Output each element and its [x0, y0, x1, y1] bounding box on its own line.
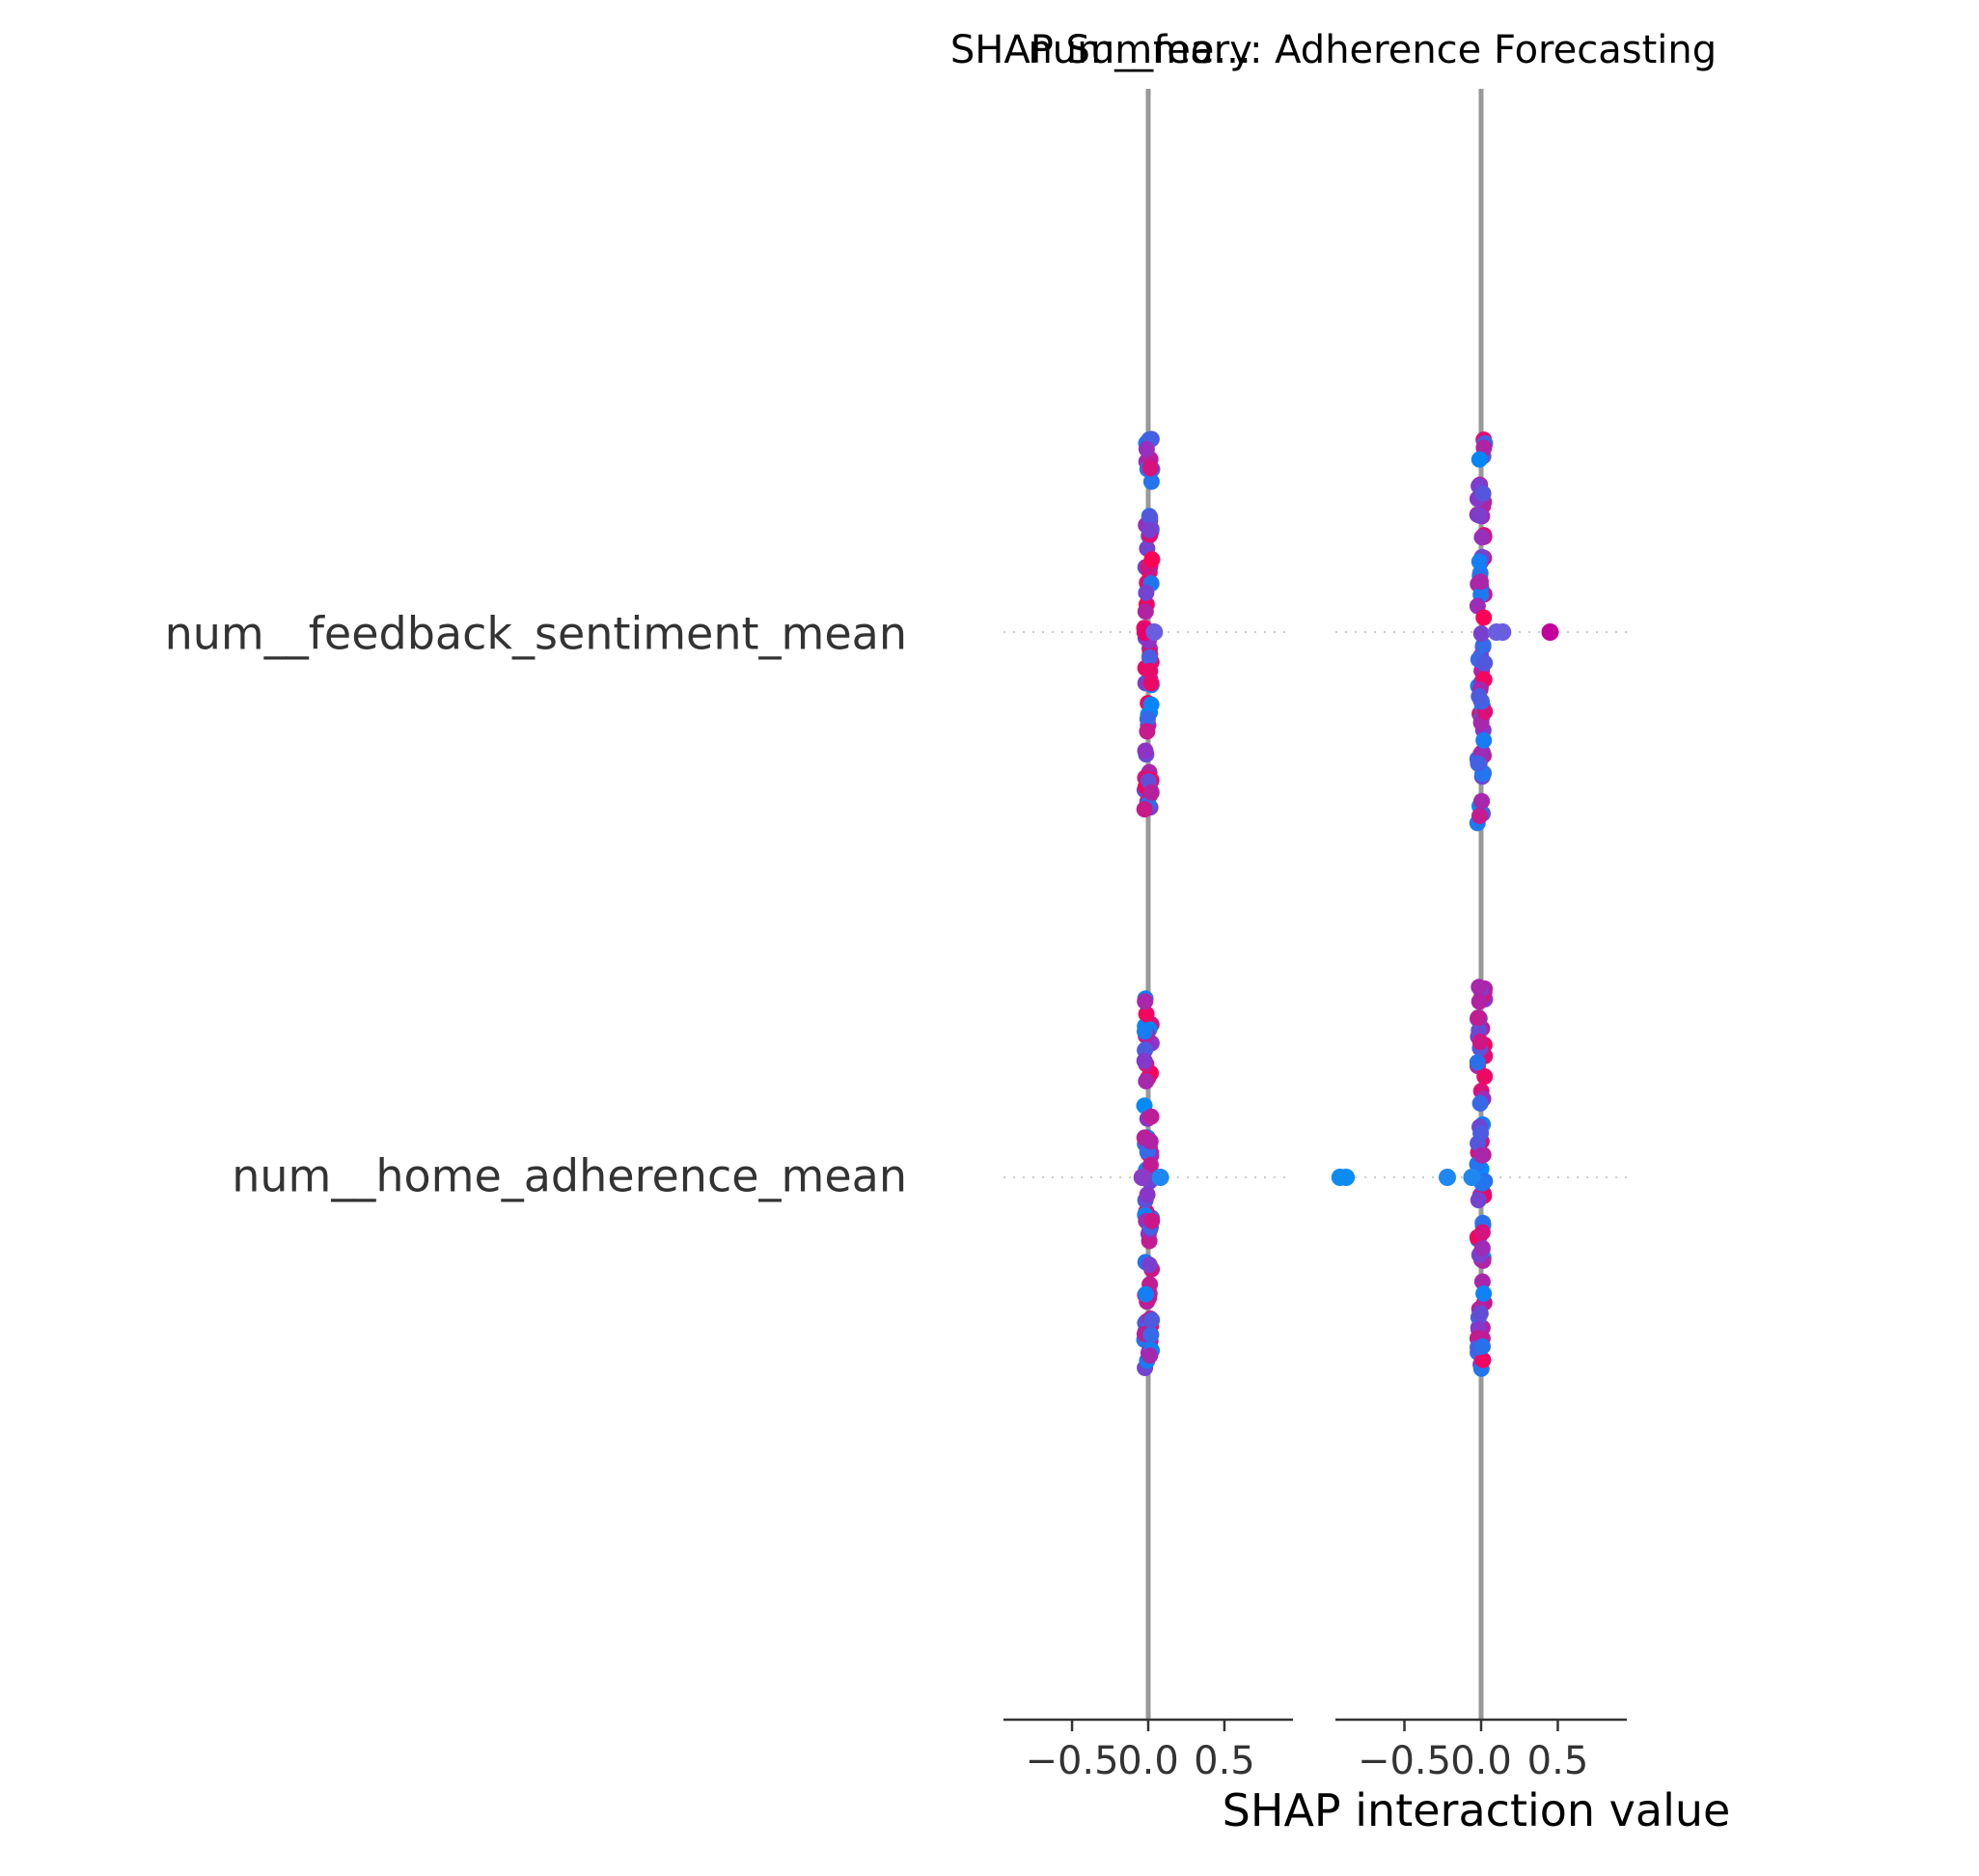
- shap-point: [1137, 993, 1154, 1010]
- shap-point: [1141, 509, 1159, 526]
- shap-outlier-point: [1337, 1169, 1356, 1186]
- shap-point: [1142, 473, 1160, 490]
- shap-point: [1473, 1273, 1491, 1290]
- shap-point: [1471, 1305, 1489, 1322]
- shap-point: [1141, 662, 1159, 679]
- shap-point: [1137, 1023, 1153, 1040]
- shap-outlier-point: [1439, 1169, 1456, 1186]
- shap-outlier-point: [1541, 623, 1559, 641]
- shap-point: [1142, 1156, 1159, 1173]
- shap-point: [1471, 688, 1488, 705]
- shap-point: [1141, 1347, 1159, 1365]
- zero-lines: [1145, 89, 1484, 1720]
- shap-point: [1471, 1034, 1489, 1051]
- shap-outlier-point: [1145, 623, 1164, 641]
- shap-point: [1473, 1224, 1491, 1241]
- shap-point: [1471, 553, 1488, 570]
- shap-point: [1473, 1146, 1491, 1164]
- shap-point: [1472, 1124, 1490, 1142]
- shap-point: [1143, 1311, 1161, 1329]
- shap-outlier-point: [1151, 1169, 1169, 1186]
- shap-outlier-point: [1463, 1169, 1481, 1186]
- shap-point: [1139, 710, 1156, 728]
- shap-points: [1133, 430, 1559, 1377]
- shap-point: [1475, 609, 1493, 626]
- shap-point: [1139, 723, 1156, 740]
- shap-point: [1473, 529, 1491, 546]
- feature-label-feedback-sentiment: num__feedback_sentiment_mean: [165, 608, 907, 660]
- shap-point: [1139, 1186, 1156, 1203]
- shap-point: [1138, 584, 1155, 601]
- shap-point: [1475, 731, 1493, 749]
- x-axis-label: SHAP interaction value: [1223, 1784, 1731, 1836]
- shap-point: [1142, 784, 1160, 801]
- shap-point: [1476, 1068, 1494, 1085]
- x-tick-label: −0.5: [1025, 1739, 1118, 1783]
- shap-point: [1143, 1212, 1161, 1229]
- shap-point: [1141, 521, 1158, 538]
- shap-point: [1472, 625, 1490, 643]
- shap-point: [1143, 551, 1161, 568]
- shap-point: [1474, 1338, 1491, 1355]
- shap-point: [1469, 1054, 1486, 1071]
- shap-point: [1474, 1351, 1492, 1368]
- chart-title: SHAP Summary: Adherence Forecasting: [950, 28, 1717, 72]
- shap-point: [1138, 1072, 1155, 1090]
- shap-point: [1142, 675, 1160, 692]
- feature-label-home-adherence: num__home_adherence_mean: [232, 1150, 907, 1202]
- shap-point: [1475, 1285, 1493, 1302]
- shap-point: [1136, 1052, 1153, 1069]
- shap-point: [1473, 1239, 1491, 1256]
- shap-point: [1137, 1285, 1154, 1303]
- shap-point: [1471, 979, 1488, 996]
- shap-point: [1471, 451, 1488, 468]
- row-guides: [1003, 631, 1627, 1178]
- x-axes: −0.50.0 0.5 −0.5 0.0 0.5: [1003, 1718, 1627, 1783]
- x-tick-label: 0.5: [1527, 1739, 1589, 1783]
- shap-outlier-point: [1133, 1169, 1151, 1186]
- shap-point: [1474, 484, 1492, 502]
- shap-outlier-point: [1494, 623, 1512, 641]
- shap-point: [1141, 648, 1158, 666]
- shap-point: [1471, 808, 1488, 824]
- shap-point: [1138, 1006, 1155, 1023]
- shap-point: [1137, 742, 1154, 759]
- shap-point: [1471, 1094, 1489, 1112]
- x-tick-label: 0.0: [1117, 1739, 1179, 1783]
- shap-point: [1476, 654, 1494, 672]
- panel-1-title: num__fee...: [1028, 28, 1251, 72]
- shap-point: [1142, 696, 1160, 713]
- shap-point: [1472, 573, 1489, 591]
- shap-point: [1138, 440, 1155, 457]
- x-tick-label: 0.5: [1194, 1739, 1255, 1783]
- shap-point: [1136, 801, 1153, 818]
- shap-point: [1142, 1108, 1160, 1125]
- x-tick-label: −0.5: [1358, 1739, 1451, 1783]
- shap-point: [1470, 755, 1487, 772]
- shap-point: [1471, 507, 1488, 524]
- shap-point: [1141, 459, 1159, 477]
- shap-point: [1141, 1256, 1158, 1274]
- shap-point: [1141, 1133, 1159, 1150]
- shap-point: [1473, 792, 1491, 810]
- shap-point: [1471, 993, 1488, 1010]
- shap-point: [1470, 1009, 1487, 1027]
- shap-point: [1137, 603, 1154, 621]
- shap-point: [1142, 1326, 1160, 1343]
- shap-point: [1470, 1192, 1487, 1209]
- x-tick-label: 0.0: [1450, 1739, 1512, 1783]
